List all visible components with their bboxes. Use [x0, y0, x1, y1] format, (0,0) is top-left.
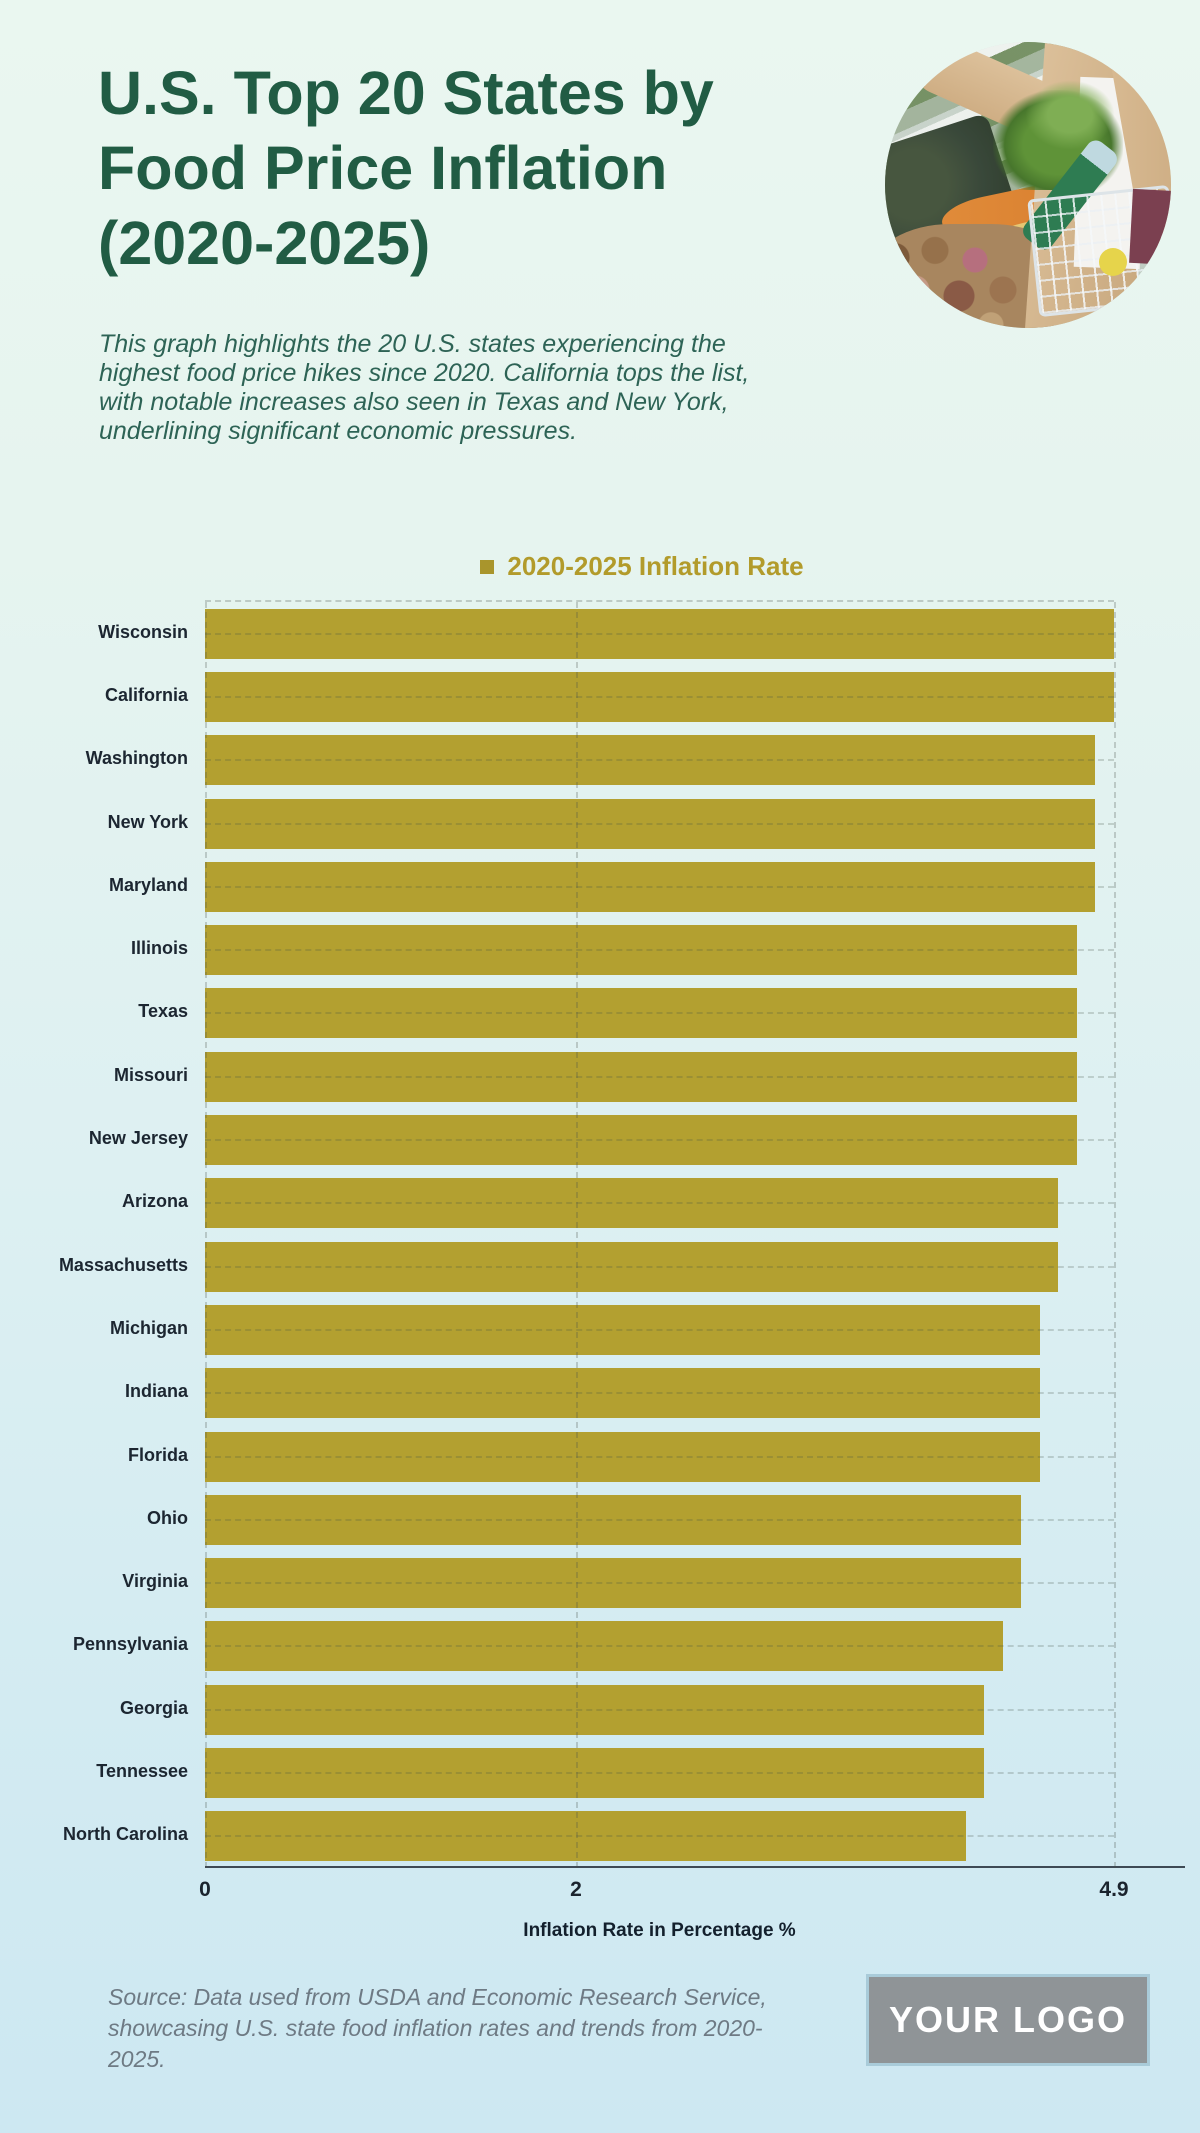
- plot-area: [205, 600, 1116, 1868]
- bar: [205, 1115, 1077, 1166]
- row-gridline: [205, 1645, 1114, 1648]
- legend-marker-icon: [480, 559, 495, 574]
- x-gridline: [205, 602, 207, 1868]
- x-gridline: [576, 602, 579, 1868]
- x-gridline: [1114, 602, 1116, 1868]
- bar: [205, 798, 1096, 849]
- bar-label: California: [104, 684, 188, 705]
- x-axis-line: [205, 1866, 1185, 1868]
- logo-placeholder: YOUR LOGO: [866, 1974, 1150, 2066]
- row-gridline: [205, 1202, 1114, 1205]
- bar-label: Arizona: [121, 1191, 188, 1212]
- bar-label: Missouri: [113, 1064, 188, 1085]
- bar: [205, 1748, 985, 1799]
- row-gridline: [205, 885, 1114, 888]
- bar-label: Wisconsin: [98, 621, 188, 642]
- bar-label: Tennessee: [96, 1761, 188, 1782]
- bar-label: Georgia: [119, 1697, 188, 1718]
- bar-label: Texas: [138, 1001, 188, 1022]
- bar-label: Illinois: [130, 938, 188, 959]
- row-gridline: [205, 1392, 1114, 1395]
- bar-label: Pennsylvania: [72, 1634, 188, 1655]
- x-tick-label: 2: [570, 1878, 582, 1901]
- bar: [205, 1304, 1040, 1355]
- photo-lemon-layer: [1099, 248, 1127, 276]
- bar-label: Florida: [127, 1444, 188, 1465]
- bar: [205, 1684, 985, 1735]
- bar: [205, 608, 1114, 659]
- row-gridline: [205, 1518, 1114, 1521]
- bar-label: Indiana: [124, 1381, 188, 1402]
- row-gridline: [205, 1328, 1114, 1331]
- bar-label: Virginia: [122, 1571, 188, 1592]
- bar: [205, 735, 1096, 786]
- bar: [205, 1178, 1059, 1229]
- row-gridline: [205, 1075, 1114, 1078]
- bar: [205, 1368, 1040, 1419]
- logo-text: YOUR LOGO: [888, 1999, 1127, 2040]
- row-gridline: [205, 1139, 1114, 1142]
- x-tick-label: 4.9: [1099, 1878, 1129, 1901]
- legend-label: 2020-2025 Inflation Rate: [507, 551, 804, 581]
- source-note: Source: Data used from USDA and Economic…: [108, 1984, 767, 2072]
- bar-label: Massachusetts: [58, 1254, 188, 1275]
- row-gridline: [205, 632, 1114, 635]
- bar-label: Washington: [85, 748, 188, 769]
- row-gridline: [205, 759, 1114, 762]
- bar: [205, 1811, 966, 1862]
- bar: [205, 1241, 1059, 1292]
- bar-label: New Jersey: [88, 1128, 188, 1149]
- bar: [205, 671, 1114, 722]
- bar-label: North Carolina: [62, 1824, 188, 1845]
- bar: [205, 1558, 1022, 1609]
- row-gridline: [205, 695, 1114, 698]
- row-gridline: [205, 1582, 1114, 1585]
- row-gridline: [205, 1265, 1114, 1268]
- bar: [205, 1051, 1077, 1102]
- photo-greens-highlight-layer: [1025, 80, 1115, 150]
- bar: [205, 1494, 1022, 1545]
- bar: [205, 1621, 1003, 1672]
- row-gridline: [205, 949, 1114, 952]
- x-axis-title: Inflation Rate in Percentage %: [523, 1920, 796, 1941]
- row-gridline: [205, 1772, 1114, 1775]
- page-subtitle: This graph highlights the 20 U.S. states…: [99, 330, 750, 445]
- bar: [205, 861, 1096, 912]
- bar: [205, 925, 1077, 976]
- row-gridline: [205, 822, 1114, 825]
- bar-label: Ohio: [147, 1507, 188, 1528]
- category-labels: Wisconsin California Washington New York Mar…: [0, 600, 205, 1866]
- grocery-photo: [885, 42, 1171, 328]
- page-title: U.S. Top 20 States by Food Price Inflati…: [98, 59, 714, 277]
- bar-label: New York: [107, 811, 188, 832]
- inflation-bar-chart: Wisconsin California Washington New York Mar…: [0, 600, 1200, 2000]
- bar-label: Michigan: [109, 1317, 188, 1338]
- row-gridline: [205, 1835, 1114, 1838]
- x-tick-label: 0: [199, 1878, 211, 1901]
- bar: [205, 988, 1077, 1039]
- bar-label: Maryland: [108, 874, 188, 895]
- row-gridline: [205, 1455, 1114, 1458]
- chart-legend: 2020-2025 Inflation Rate: [42, 551, 1200, 582]
- row-gridline: [205, 1708, 1114, 1711]
- row-gridline: [205, 1012, 1114, 1015]
- photo-carton-layer: [1129, 188, 1171, 266]
- bar: [205, 1431, 1040, 1482]
